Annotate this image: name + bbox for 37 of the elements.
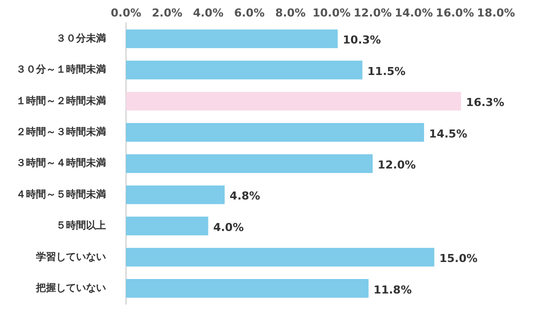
y-tick-label: ３時間～４時間未満 [16,157,106,170]
y-tick-label: １時間～２時間未満 [16,94,106,107]
y-tick-label: 把握していない [35,282,106,294]
x-tick-label: 10.0% [312,6,351,20]
data-label: 11.8% [374,283,412,296]
data-label: 4.0% [213,220,244,234]
bar [126,279,369,298]
y-tick-label: ５時間以上 [56,220,106,232]
bar [126,123,424,142]
x-tick-label: 8.0% [275,6,306,20]
bar [126,92,462,111]
data-label: 11.5% [367,64,406,78]
data-label: 12.0% [378,158,416,172]
data-label: 4.8% [230,190,260,203]
x-tick-label: 2.0% [152,6,182,20]
x-tick-label: 18.0% [476,6,516,20]
y-tick-label: ３０分～１時間未満 [16,64,106,76]
bar [126,185,225,204]
y-tick-label: ２時間～３時間未満 [16,126,106,138]
x-tick-label: 12.0% [354,6,392,20]
x-tick-label: 14.0% [394,6,433,20]
x-tick-label: 16.0% [436,6,474,20]
bar [126,216,208,236]
y-tick-label: ４時間～５時間未満 [16,188,106,200]
bar [126,154,373,173]
data-label: 15.0% [439,252,478,266]
bar [126,248,434,267]
x-tick-label: 0.0% [110,6,142,20]
bar [126,60,362,80]
y-tick-label: ３０分未満 [56,32,106,44]
data-label: 14.5% [429,127,468,140]
bar [126,29,338,48]
x-tick-label: 4.0% [192,6,224,20]
y-tick-label: 学習していない [36,250,106,263]
data-label: 16.3% [466,96,504,110]
x-tick-label: 6.0% [234,6,265,20]
data-label: 10.3% [342,34,381,47]
